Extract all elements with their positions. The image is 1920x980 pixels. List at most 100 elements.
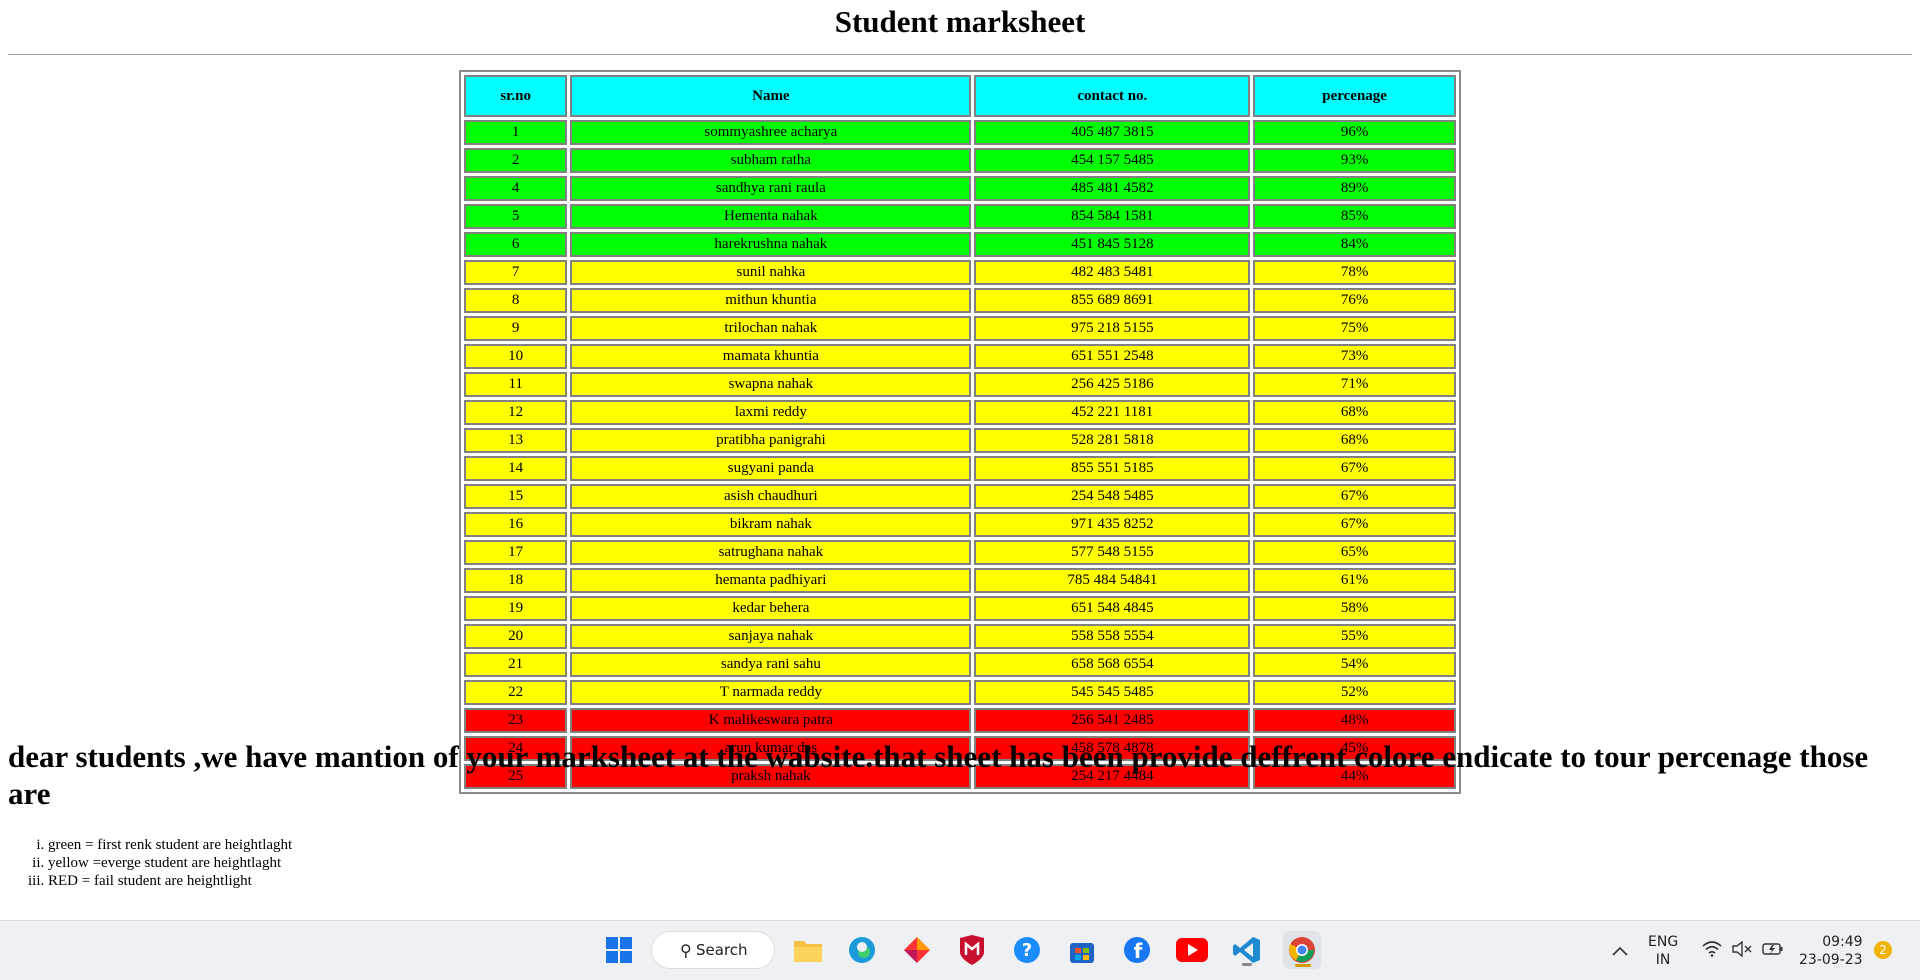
cell-contact: 855 551 5185 <box>974 456 1251 481</box>
table-body: 1 sommyashree acharya 405 487 3815 96% 2 subh… <box>464 120 1456 789</box>
taskbar-search-button[interactable]: ⚲ Search <box>651 931 775 969</box>
cell-srno: 22 <box>464 680 568 705</box>
language-indicator[interactable]: ENG IN <box>1648 921 1678 980</box>
cell-percentage: 75% <box>1253 316 1456 341</box>
cell-name: sandhya rani raula <box>570 176 972 201</box>
clock[interactable]: 09:49 23-09-23 <box>1799 921 1863 980</box>
cell-percentage: 84% <box>1253 232 1456 257</box>
cell-srno: 1 <box>464 120 568 145</box>
table-row: 19 kedar behera 651 548 4845 58% <box>464 596 1456 621</box>
table-row: 14 sugyani panda 855 551 5185 67% <box>464 456 1456 481</box>
webpage: Student marksheet sr.no Name contact no.… <box>0 0 1920 920</box>
legend-item-yellow: yellow =everge student are heightlaght <box>48 854 292 872</box>
color-legend-list: green = first renk student are heightlag… <box>8 836 292 890</box>
cell-name: bikram nahak <box>570 512 972 537</box>
marksheet-table: sr.no Name contact no. percenage 1 sommya… <box>459 70 1461 794</box>
cell-percentage: 61% <box>1253 568 1456 593</box>
windows-taskbar: ⚲ Search ? f ENG IN <box>0 920 1920 980</box>
cell-percentage: 67% <box>1253 512 1456 537</box>
cell-name: hemanta padhiyari <box>570 568 972 593</box>
table-row: 22 T narmada reddy 545 545 5485 52% <box>464 680 1456 705</box>
cell-contact: 651 551 2548 <box>974 344 1251 369</box>
cell-percentage: 67% <box>1253 456 1456 481</box>
table-row: 20 sanjaya nahak 558 558 5554 55% <box>464 624 1456 649</box>
wifi-icon <box>1702 940 1722 961</box>
help-icon[interactable]: ? <box>1008 931 1046 969</box>
table-header-row: sr.no Name contact no. percenage <box>464 75 1456 117</box>
cell-contact: 254 548 5485 <box>974 484 1251 509</box>
column-header-srno: sr.no <box>464 75 568 117</box>
region-code: IN <box>1655 951 1671 968</box>
cell-name: T narmada reddy <box>570 680 972 705</box>
table-row: 24 arun kumar das 458 578 4878 45% <box>464 736 1456 761</box>
cell-srno: 9 <box>464 316 568 341</box>
table-row: 10 mamata khuntia 651 551 2548 73% <box>464 344 1456 369</box>
table-row: 18 hemanta padhiyari 785 484 54841 61% <box>464 568 1456 593</box>
table-row: 4 sandhya rani raula 485 481 4582 89% <box>464 176 1456 201</box>
chrome-icon[interactable] <box>1283 931 1321 969</box>
mcafee-icon[interactable] <box>953 931 991 969</box>
system-tray-icons[interactable] <box>1702 921 1784 980</box>
cell-srno: 20 <box>464 624 568 649</box>
table-row: 23 K malikeswara patra 256 541 2485 48% <box>464 708 1456 733</box>
cell-percentage: 65% <box>1253 540 1456 565</box>
table-row: 7 sunil nahka 482 483 5481 78% <box>464 260 1456 285</box>
cell-srno: 5 <box>464 204 568 229</box>
cell-name: kedar behera <box>570 596 972 621</box>
cell-srno: 14 <box>464 456 568 481</box>
cell-percentage: 71% <box>1253 372 1456 397</box>
cell-srno: 12 <box>464 400 568 425</box>
cell-name: sugyani panda <box>570 456 972 481</box>
cell-contact: 482 483 5481 <box>974 260 1251 285</box>
cell-percentage: 45% <box>1253 736 1456 761</box>
cell-contact: 975 218 5155 <box>974 316 1251 341</box>
table-row: 2 subham ratha 454 157 5485 93% <box>464 148 1456 173</box>
cell-percentage: 76% <box>1253 288 1456 313</box>
windows-start-icon[interactable] <box>600 931 638 969</box>
active-indicator <box>1242 963 1252 966</box>
vscode-icon[interactable] <box>1228 931 1266 969</box>
column-header-percentage: percenage <box>1253 75 1456 117</box>
cell-srno: 13 <box>464 428 568 453</box>
show-hidden-icons-chevron-icon[interactable] <box>1612 921 1628 980</box>
cell-name: arun kumar das <box>570 736 972 761</box>
battery-charging-icon <box>1762 941 1784 961</box>
cell-contact: 658 568 6554 <box>974 652 1251 677</box>
file-explorer-icon[interactable] <box>789 931 827 969</box>
cell-percentage: 96% <box>1253 120 1456 145</box>
cell-percentage: 44% <box>1253 764 1456 789</box>
cell-contact: 558 558 5554 <box>974 624 1251 649</box>
cell-srno: 16 <box>464 512 568 537</box>
store-icon[interactable] <box>1063 931 1101 969</box>
cell-name: asish chaudhuri <box>570 484 972 509</box>
youtube-icon[interactable] <box>1173 931 1211 969</box>
cell-contact: 577 548 5155 <box>974 540 1251 565</box>
svg-text:?: ? <box>1022 940 1032 961</box>
cell-srno: 6 <box>464 232 568 257</box>
cell-contact: 545 545 5485 <box>974 680 1251 705</box>
cell-contact: 854 584 1581 <box>974 204 1251 229</box>
cell-percentage: 48% <box>1253 708 1456 733</box>
cell-name: sandya rani sahu <box>570 652 972 677</box>
edge-icon[interactable] <box>843 931 881 969</box>
notice-heading: dear students ,we have mantion of your m… <box>8 739 1869 811</box>
cell-contact: 256 541 2485 <box>974 708 1251 733</box>
language-code: ENG <box>1648 933 1679 950</box>
cell-contact: 405 487 3815 <box>974 120 1251 145</box>
cell-percentage: 73% <box>1253 344 1456 369</box>
cell-name: trilochan nahak <box>570 316 972 341</box>
table-row: 25 praksh nahak 254 217 4484 44% <box>464 764 1456 789</box>
cell-percentage: 78% <box>1253 260 1456 285</box>
notification-badge[interactable]: 2 <box>1874 941 1892 959</box>
app-diamond-icon[interactable] <box>898 931 936 969</box>
cell-percentage: 68% <box>1253 400 1456 425</box>
facebook-icon[interactable]: f <box>1118 931 1156 969</box>
search-label: Search <box>696 941 748 959</box>
cell-name: sanjaya nahak <box>570 624 972 649</box>
search-icon: ⚲ <box>680 941 692 960</box>
cell-srno: 15 <box>464 484 568 509</box>
cell-name: sommyashree acharya <box>570 120 972 145</box>
legend-item-green: green = first renk student are heightlag… <box>48 836 292 854</box>
cell-name: praksh nahak <box>570 764 972 789</box>
cell-contact: 785 484 54841 <box>974 568 1251 593</box>
